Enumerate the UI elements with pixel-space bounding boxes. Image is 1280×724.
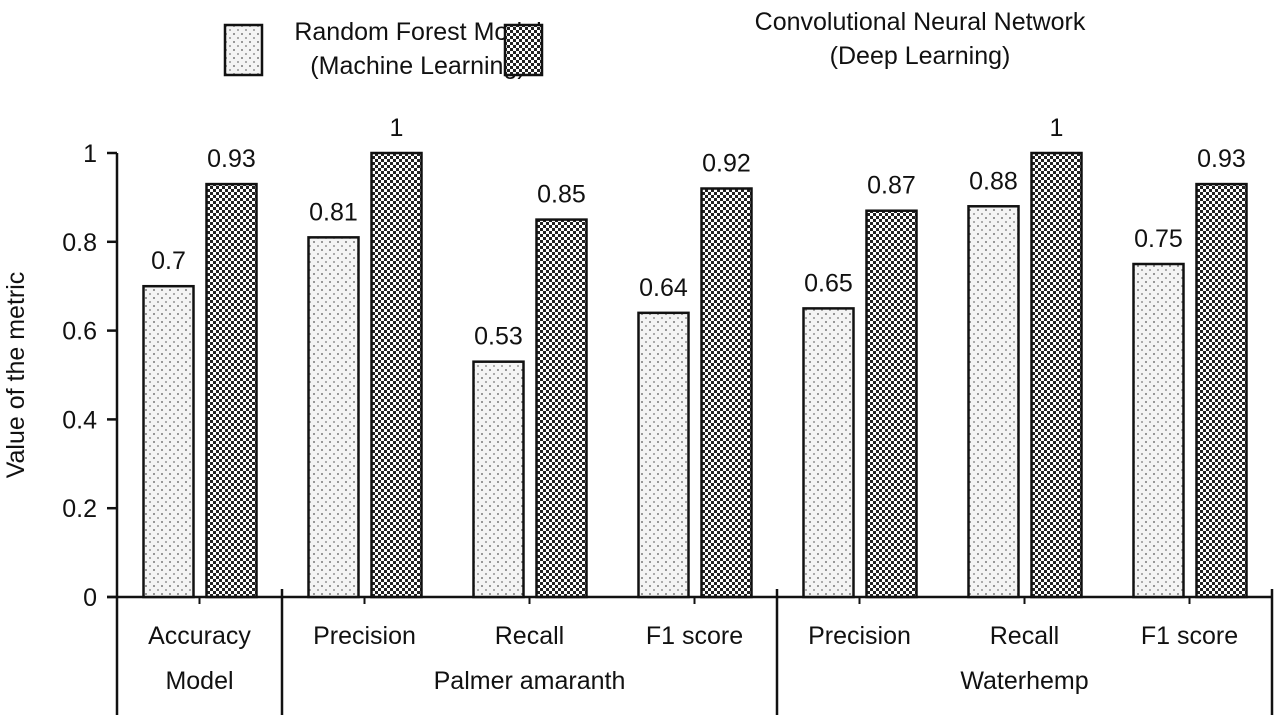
data-label: 0.7: [151, 247, 186, 275]
y-tick-label: 0.4: [62, 406, 97, 434]
legend-label-cnn-sub: (Deep Learning): [830, 42, 1011, 70]
data-label: 0.75: [1134, 225, 1183, 253]
bar-cnn: [1195, 182, 1248, 599]
bar-cnn: [700, 187, 753, 599]
x-tick-label: Recall: [990, 622, 1059, 650]
legend: Random Forest Model (Machine Learning) C…: [223, 8, 1086, 80]
legend-label-cnn: Convolutional Neural Network: [755, 8, 1086, 36]
bar-random-forest: [307, 236, 360, 599]
data-label: 0.93: [207, 145, 256, 173]
data-label: 0.53: [474, 323, 523, 351]
group-label: Palmer amaranth: [434, 667, 626, 695]
bar-random-forest: [472, 360, 525, 599]
y-tick-label: 0.8: [62, 229, 97, 257]
y-tick-label: 0.2: [62, 495, 97, 523]
data-label: 0.81: [309, 198, 358, 226]
bar-cnn: [865, 209, 918, 599]
bar-random-forest: [1132, 262, 1185, 599]
y-axis-label: Value of the metric: [2, 272, 30, 479]
x-tick-label: F1 score: [646, 622, 743, 650]
bar-random-forest: [637, 311, 690, 599]
group-label: Model: [165, 667, 233, 695]
legend-swatch-random-forest: [223, 23, 264, 77]
bar-random-forest: [142, 284, 195, 599]
data-label: 0.93: [1197, 145, 1246, 173]
data-label: 0.65: [804, 269, 853, 297]
x-tick-label: Recall: [495, 622, 564, 650]
bar-cnn: [1030, 151, 1083, 599]
data-label: 0.88: [969, 167, 1018, 195]
x-tick-label: F1 score: [1141, 622, 1238, 650]
bar-random-forest: [802, 307, 855, 599]
x-tick-label: Precision: [313, 622, 416, 650]
x-tick-label: Precision: [808, 622, 911, 650]
data-label: 1: [1050, 114, 1064, 142]
group-label: Waterhemp: [960, 667, 1088, 695]
bar-cnn: [535, 218, 588, 599]
data-label: 0.85: [537, 181, 586, 209]
x-tick-label: Accuracy: [148, 622, 251, 650]
y-tick-label: 0.6: [62, 318, 97, 346]
y-tick-label: 1: [83, 140, 97, 168]
legend-label-random-forest-sub: (Machine Learning): [310, 52, 525, 80]
data-label: 0.64: [639, 274, 688, 302]
data-label: 0.92: [702, 150, 751, 178]
data-label: 0.87: [867, 172, 916, 200]
y-tick-label: 0: [83, 584, 97, 612]
data-label: 1: [390, 114, 404, 142]
legend-swatch-cnn: [503, 23, 544, 77]
bar-cnn: [370, 151, 423, 599]
bar-cnn: [205, 182, 258, 599]
bar-random-forest: [967, 205, 1020, 599]
legend-label-random-forest: Random Forest Model: [294, 18, 541, 46]
